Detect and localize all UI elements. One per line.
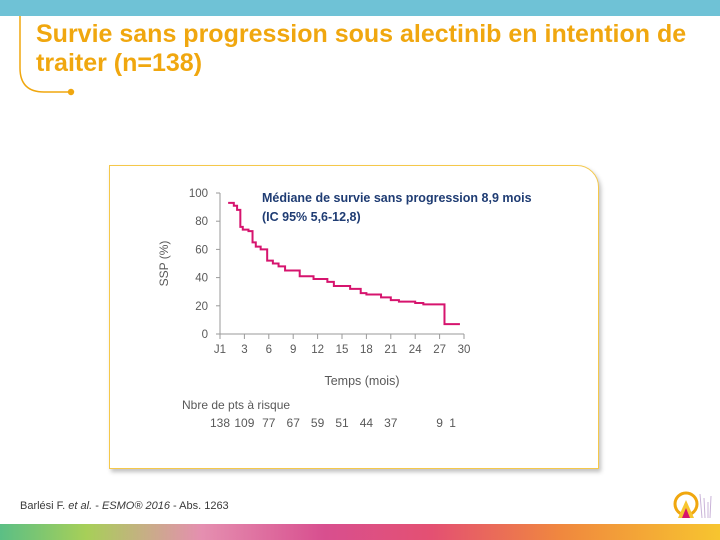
x-tick-label: 27 xyxy=(433,344,446,356)
at-risk-value: 77 xyxy=(262,416,276,430)
km-chart: 0 20 40 60 80 100 J1 3 6 9 12 15 18 21 24 27 30 SSP (%)… xyxy=(157,188,532,430)
at-risk-value: 138 xyxy=(210,416,230,430)
slide-title: Survie sans progression sous alectinib e… xyxy=(36,20,687,77)
x-tick-label: 21 xyxy=(384,344,397,356)
median-annotation: Médiane de survie sans progression 8,9 m… xyxy=(262,191,532,205)
at-risk-value: 9 xyxy=(436,416,443,430)
y-tick-label: 40 xyxy=(195,273,208,285)
x-tick-label: 18 xyxy=(360,344,373,356)
y-tick-label: 100 xyxy=(189,188,208,200)
x-tick-label: 15 xyxy=(336,344,349,356)
citation: Barlési F. et al. - ESMO® 2016 - Abs. 12… xyxy=(20,500,229,512)
top-color-band xyxy=(0,0,720,16)
at-risk-value: 67 xyxy=(287,416,301,430)
at-risk-value: 109 xyxy=(234,416,254,430)
pfs-curve xyxy=(228,201,460,326)
x-tick-label: 3 xyxy=(241,344,247,356)
at-risk-value: 37 xyxy=(384,416,398,430)
citation-sep: - xyxy=(92,500,102,512)
x-tick-label: 6 xyxy=(266,344,272,356)
x-tick-label: 12 xyxy=(311,344,324,356)
at-risk-value: 59 xyxy=(311,416,325,430)
bottom-color-band xyxy=(0,524,720,540)
y-tick-label: 20 xyxy=(195,301,208,313)
at-risk-label: Nbre de pts à risque xyxy=(182,398,290,412)
x-tick-label: 30 xyxy=(458,344,471,356)
at-risk-values: 138 109 77 67 59 51 44 37 9 1 xyxy=(210,416,456,430)
at-risk-value: 1 xyxy=(449,416,456,430)
y-tick-label: 0 xyxy=(202,329,208,341)
ci-annotation: (IC 95% 5,6-12,8) xyxy=(262,210,361,224)
y-axis-label: SSP (%) xyxy=(157,241,171,287)
chart-panel: 0 20 40 60 80 100 J1 3 6 9 12 15 18 21 24 27 30 SSP (%)… xyxy=(109,165,599,469)
at-risk-value: 44 xyxy=(360,416,374,430)
citation-etal: et al. xyxy=(68,500,93,512)
y-tick-label: 60 xyxy=(195,244,208,256)
citation-abstract: - Abs. 1263 xyxy=(169,500,229,512)
x-tick-label: 24 xyxy=(409,344,422,356)
x-axis-label: Temps (mois) xyxy=(324,374,399,388)
x-tick-label: 9 xyxy=(290,344,296,356)
at-risk-value: 51 xyxy=(335,416,349,430)
title-decoration xyxy=(19,16,75,96)
x-ticks: J1 3 6 9 12 15 18 21 24 27 30 xyxy=(214,334,470,356)
y-ticks: 0 20 40 60 80 100 xyxy=(189,188,220,341)
citation-author: Barlési F. xyxy=(20,500,69,512)
citation-congress: ESMO® 2016 xyxy=(101,500,170,512)
x-tick-label: J1 xyxy=(214,344,226,356)
congress-logo xyxy=(673,491,712,519)
y-tick-label: 80 xyxy=(195,216,208,228)
